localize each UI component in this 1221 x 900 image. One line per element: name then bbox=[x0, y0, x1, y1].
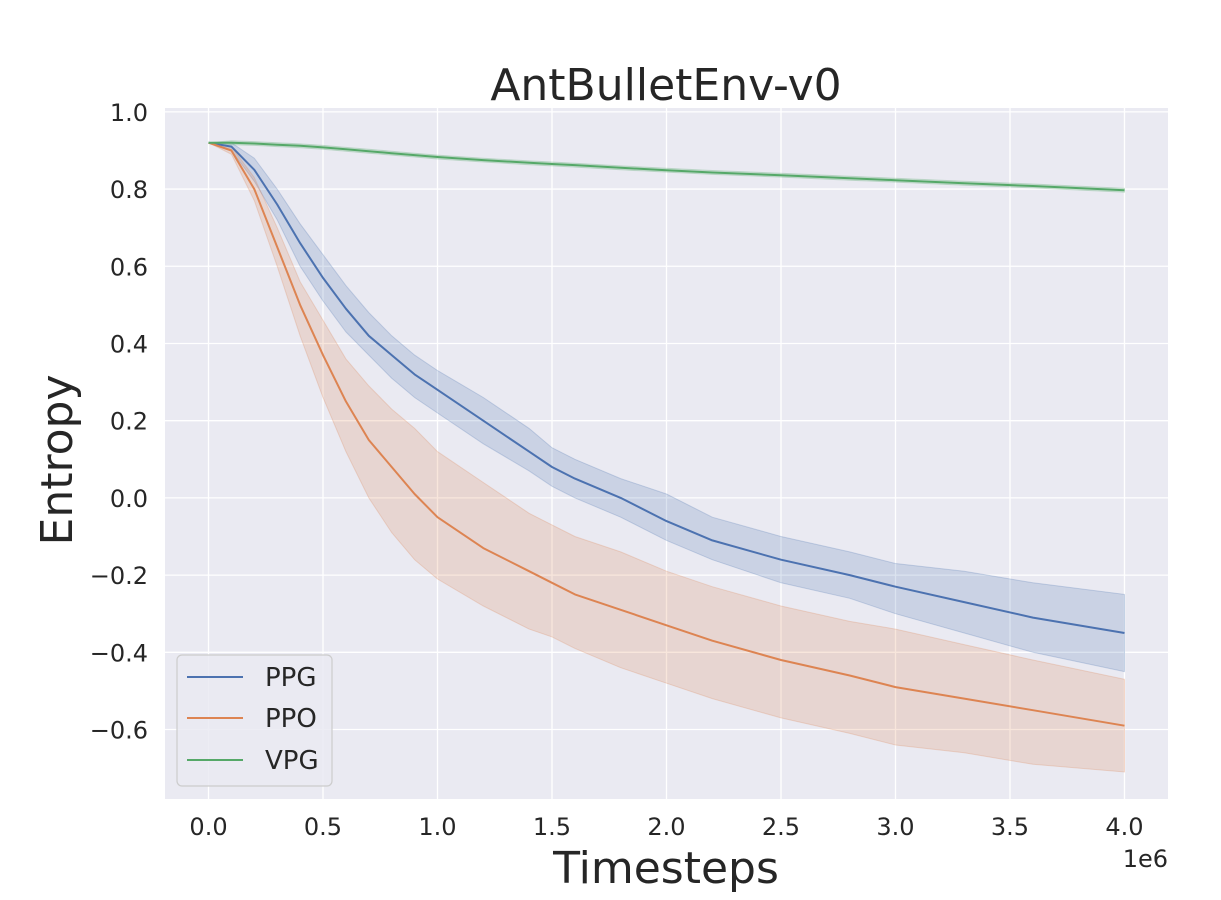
x-tick-label: 0.5 bbox=[304, 813, 342, 841]
y-tick-label: −0.6 bbox=[90, 717, 148, 745]
y-tick-label: −0.4 bbox=[90, 639, 148, 667]
y-tick-label: 0.6 bbox=[110, 253, 148, 281]
y-tick-label: 0.0 bbox=[110, 485, 148, 513]
x-tick-label: 1.5 bbox=[533, 813, 571, 841]
x-axis-label: Timesteps bbox=[552, 843, 779, 894]
y-tick-label: −0.2 bbox=[90, 562, 148, 590]
legend-label-vpg: VPG bbox=[265, 746, 319, 776]
y-tick-labels: 1.0 0.8 0.6 0.4 0.2 0.0 −0.2 −0.4 −0.6 bbox=[90, 99, 148, 745]
series-line-ppo bbox=[208, 141, 1125, 727]
legend-box bbox=[176, 654, 333, 787]
legend-label-ppg: PPG bbox=[265, 663, 317, 693]
x-tick-label: 3.5 bbox=[991, 813, 1029, 841]
x-tick-label: 0.0 bbox=[189, 813, 227, 841]
x-tick-label: 2.5 bbox=[762, 813, 800, 841]
x-tick-label: 3.0 bbox=[876, 813, 914, 841]
y-tick-label: 0.4 bbox=[110, 330, 148, 358]
series-line-vpg bbox=[208, 141, 1125, 192]
y-tick-label: 1.0 bbox=[110, 99, 148, 127]
x-tick-labels: 0.0 0.5 1.0 1.5 2.0 2.5 3.0 3.5 4.0 bbox=[189, 813, 1143, 841]
legend-label-ppo: PPO bbox=[265, 704, 317, 734]
chart-title: AntBulletEnv-v0 bbox=[490, 60, 841, 111]
x-axis-offset-label: 1e6 bbox=[1123, 845, 1168, 873]
x-tick-label: 2.0 bbox=[647, 813, 685, 841]
legend: PPG PPO VPG bbox=[176, 654, 333, 787]
grid-lines bbox=[165, 108, 1168, 799]
x-tick-label: 1.0 bbox=[418, 813, 456, 841]
y-tick-label: 0.2 bbox=[110, 408, 148, 436]
x-tick-label: 4.0 bbox=[1105, 813, 1143, 841]
series-line-ppg bbox=[208, 141, 1125, 634]
y-tick-label: 0.8 bbox=[110, 176, 148, 204]
y-axis-label: Entropy bbox=[32, 375, 83, 546]
series-lines bbox=[208, 141, 1125, 727]
